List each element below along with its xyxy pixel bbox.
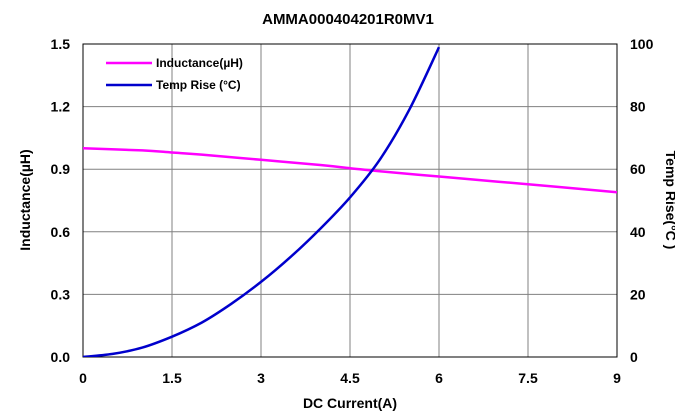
temp-rise-line (83, 46, 441, 357)
y-right-tick-label: 80 (630, 99, 646, 115)
y-left-tick-label: 0.0 (51, 349, 71, 365)
legend-label-inductance: Inductance(µH) (156, 56, 243, 70)
y-left-tick-label: 1.2 (51, 99, 71, 115)
inductance-line (83, 147, 617, 194)
x-tick-label: 1.5 (162, 370, 182, 386)
y-right-tick-label: 40 (630, 224, 646, 240)
y-right-tick-label: 20 (630, 286, 646, 302)
x-axis-label: DC Current(A) (303, 395, 397, 411)
legend: Inductance(µH) Temp Rise (°C) (106, 56, 243, 92)
y-right-tick-label: 0 (630, 349, 638, 365)
grid (83, 44, 617, 357)
y-left-axis-label: Inductance(µH) (17, 149, 33, 250)
x-tick-label: 0 (79, 370, 87, 386)
y-right-tick-label: 60 (630, 161, 646, 177)
x-tick-label: 7.5 (518, 370, 538, 386)
x-tick-label: 6 (435, 370, 443, 386)
legend-label-temp-rise: Temp Rise (°C) (156, 78, 241, 92)
x-tick-label: 3 (257, 370, 265, 386)
tick-labels: 0 1.5 3 4.5 6 7.5 9 0.0 0.3 0.6 0.9 1.2 1.5 0 20 40 60 80… (51, 36, 654, 386)
y-left-tick-label: 0.6 (51, 224, 71, 240)
series-layer (83, 46, 617, 357)
plot-frame (82, 43, 618, 358)
y-left-tick-label: 0.3 (51, 286, 71, 302)
y-right-axis-label: Temp Rise(°C ) (663, 151, 675, 250)
x-tick-label: 9 (613, 370, 621, 386)
y-left-tick-label: 1.5 (51, 36, 71, 52)
y-right-tick-label: 100 (630, 36, 654, 52)
chart-title: AMMA000404201R0MV1 (262, 11, 434, 28)
x-tick-label: 4.5 (340, 370, 360, 386)
y-left-tick-label: 0.9 (51, 161, 71, 177)
